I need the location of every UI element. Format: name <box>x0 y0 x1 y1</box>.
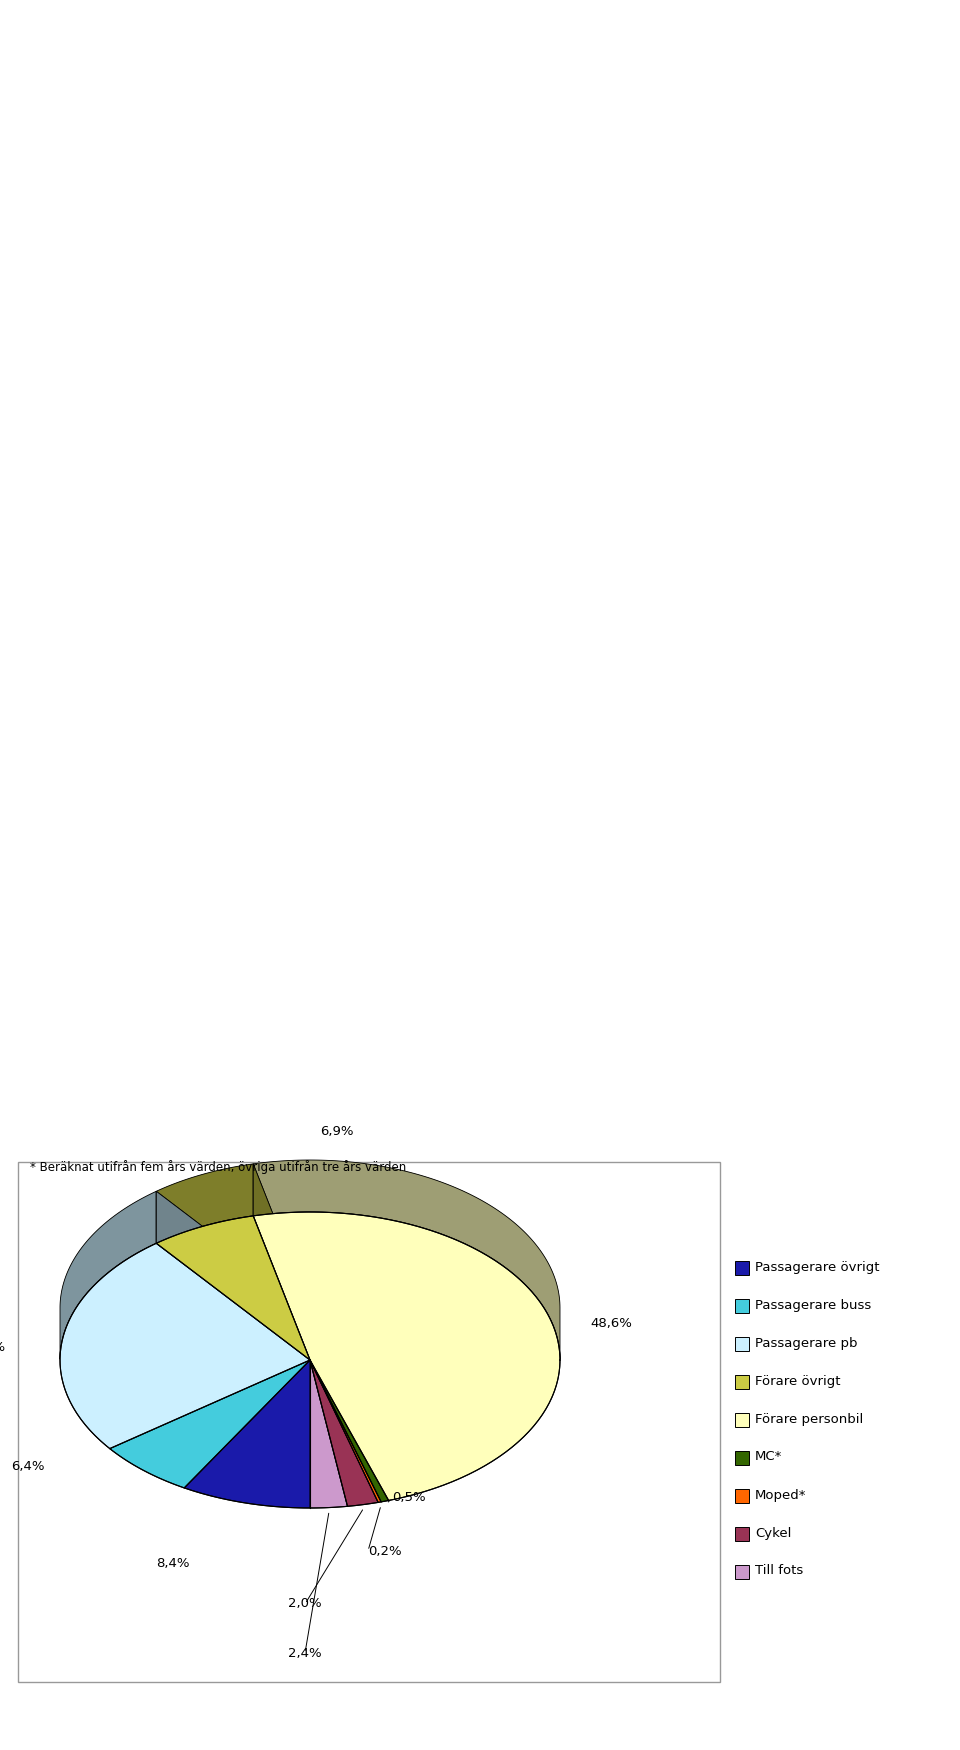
Bar <box>735 1262 749 1276</box>
Text: 0,2%: 0,2% <box>368 1545 401 1558</box>
Polygon shape <box>310 1360 389 1502</box>
Text: 2,4%: 2,4% <box>288 1647 322 1659</box>
Bar <box>735 1451 749 1465</box>
Polygon shape <box>109 1360 310 1488</box>
Text: Till fots: Till fots <box>755 1564 804 1577</box>
Text: * Beräknat utifrån fem års värden, övriga utifrån tre års värden: * Beräknat utifrån fem års värden, övrig… <box>30 1160 406 1174</box>
Polygon shape <box>253 1164 310 1360</box>
Polygon shape <box>253 1160 560 1360</box>
Text: Passagerare övrigt: Passagerare övrigt <box>755 1260 879 1274</box>
Bar <box>735 1298 749 1312</box>
Polygon shape <box>18 1162 720 1682</box>
Polygon shape <box>156 1216 310 1360</box>
Polygon shape <box>60 1160 560 1360</box>
Text: MC*: MC* <box>755 1451 782 1463</box>
Text: 8,4%: 8,4% <box>156 1556 189 1570</box>
Polygon shape <box>156 1192 310 1360</box>
Bar <box>735 1412 749 1426</box>
Text: 48,6%: 48,6% <box>590 1316 632 1330</box>
Polygon shape <box>184 1360 310 1508</box>
Text: Moped*: Moped* <box>755 1489 806 1502</box>
Text: Passagerare pb: Passagerare pb <box>755 1337 857 1349</box>
Polygon shape <box>310 1360 348 1508</box>
Polygon shape <box>156 1164 253 1242</box>
Polygon shape <box>60 1192 156 1360</box>
Text: Förare personbil: Förare personbil <box>755 1412 863 1426</box>
Text: Förare övrigt: Förare övrigt <box>755 1374 841 1388</box>
Text: 6,9%: 6,9% <box>320 1125 353 1139</box>
Text: Cykel: Cykel <box>755 1526 791 1540</box>
Text: 2,0%: 2,0% <box>288 1598 322 1610</box>
Polygon shape <box>253 1213 560 1500</box>
Bar <box>735 1489 749 1503</box>
Polygon shape <box>310 1360 381 1503</box>
Bar <box>735 1564 749 1578</box>
Text: 24,7%: 24,7% <box>0 1342 5 1354</box>
Polygon shape <box>310 1360 378 1507</box>
Polygon shape <box>253 1164 310 1360</box>
Text: 6,4%: 6,4% <box>12 1460 45 1474</box>
Text: Passagerare buss: Passagerare buss <box>755 1298 872 1311</box>
Polygon shape <box>156 1192 310 1360</box>
Bar <box>735 1337 749 1351</box>
Bar <box>735 1528 749 1542</box>
Text: 0,5%: 0,5% <box>392 1491 425 1505</box>
Polygon shape <box>60 1242 310 1449</box>
Bar <box>735 1376 749 1390</box>
